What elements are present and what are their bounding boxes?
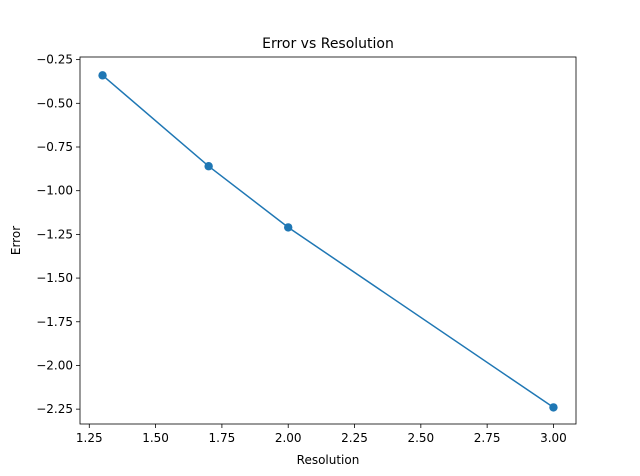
y-axis-ticks: −0.25 −0.50 −0.75 −1.00 −1.25 −1.50 −1.75 −2.00… <box>36 53 80 416</box>
y-tick-label: −0.25 <box>36 53 73 67</box>
series-line <box>102 74 554 409</box>
y-tick-label: −2.00 <box>36 358 73 372</box>
x-tick-label: 2.75 <box>474 431 501 445</box>
plot-area-frame <box>79 56 577 425</box>
y-tick-label: −0.50 <box>36 96 73 110</box>
x-tick-label: 2.00 <box>275 431 302 445</box>
y-tick-label: −2.25 <box>36 402 73 416</box>
x-axis-label: Resolution <box>297 453 360 467</box>
y-tick-label: −1.00 <box>36 184 73 198</box>
data-point <box>204 162 213 171</box>
x-tick-label: 2.50 <box>407 431 434 445</box>
x-tick-label: 1.75 <box>209 431 236 445</box>
x-tick-label: 3.00 <box>540 431 567 445</box>
x-axis-ticks: 1.25 1.50 1.75 2.00 2.25 2.50 2.75 3.00 <box>76 424 567 445</box>
data-point <box>98 71 107 80</box>
x-tick-label: 1.50 <box>142 431 169 445</box>
data-point <box>284 223 293 232</box>
x-tick-label: 2.25 <box>341 431 368 445</box>
data-point <box>549 403 558 412</box>
x-tick-label: 1.25 <box>76 431 103 445</box>
chart-title: Error vs Resolution <box>262 36 394 52</box>
y-tick-label: −1.75 <box>36 315 73 329</box>
y-axis-label: Error <box>9 226 23 255</box>
y-tick-label: −0.75 <box>36 140 73 154</box>
series-layer <box>98 71 558 412</box>
y-tick-label: −1.50 <box>36 271 73 285</box>
y-tick-label: −1.25 <box>36 227 73 241</box>
